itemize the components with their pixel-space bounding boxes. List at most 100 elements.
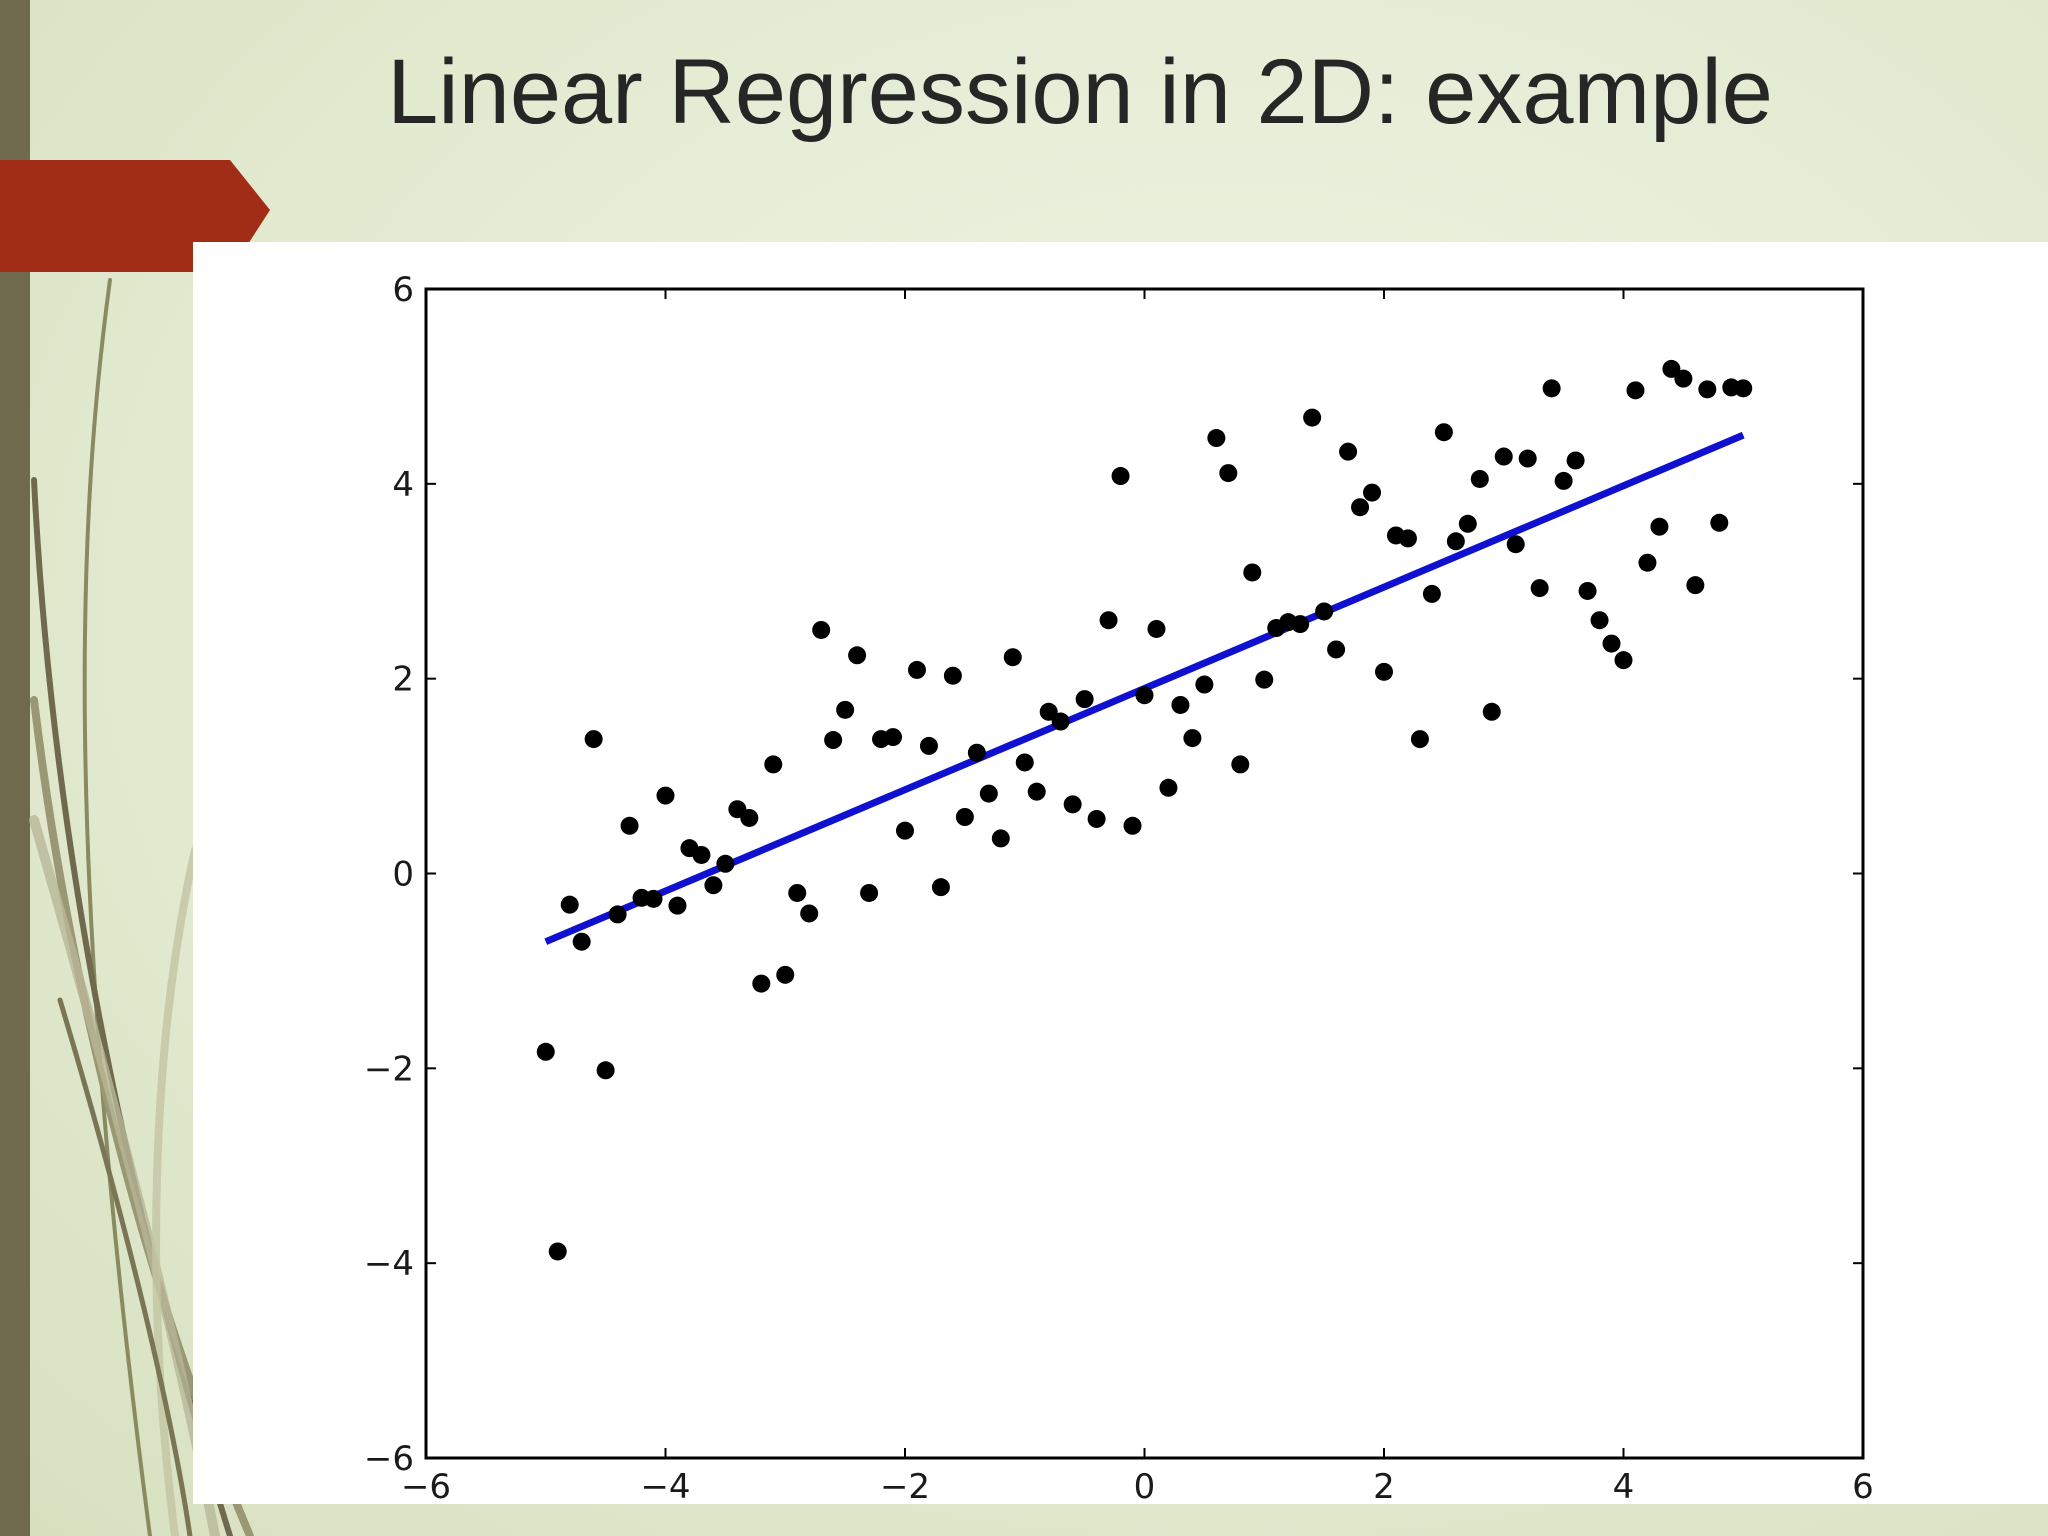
- data-point: [1303, 408, 1322, 427]
- data-point: [860, 883, 879, 902]
- data-point: [884, 728, 903, 747]
- data-point: [764, 755, 783, 774]
- data-point: [848, 646, 867, 665]
- data-point: [1039, 702, 1058, 721]
- data-point: [1195, 675, 1214, 694]
- data-point: [1351, 498, 1370, 517]
- data-point: [740, 808, 759, 827]
- data-point: [788, 883, 807, 902]
- data-point: [1554, 471, 1573, 490]
- x-tick-label: 4: [1613, 1467, 1635, 1504]
- data-point: [668, 896, 687, 915]
- data-point: [644, 889, 663, 908]
- data-point: [1710, 513, 1729, 532]
- data-point: [1482, 702, 1501, 721]
- data-point: [1375, 662, 1393, 681]
- data-point: [1422, 584, 1441, 603]
- data-point: [1135, 686, 1154, 705]
- data-point: [776, 965, 795, 984]
- slide-title: Linear Regression in 2D: example: [387, 41, 1773, 143]
- x-tick-label: −2: [880, 1467, 930, 1504]
- data-point: [1219, 464, 1238, 483]
- data-point: [1159, 778, 1178, 797]
- data-point: [1231, 755, 1250, 774]
- data-point: [1291, 615, 1310, 634]
- data-point: [1626, 381, 1645, 400]
- y-tick-label: −4: [364, 1244, 414, 1284]
- y-tick-label: 0: [392, 855, 414, 895]
- x-tick-label: 2: [1373, 1467, 1395, 1504]
- x-tick-label: −4: [640, 1467, 690, 1504]
- data-point: [1674, 369, 1693, 388]
- data-point: [1075, 690, 1094, 709]
- data-point: [1530, 579, 1549, 598]
- data-point: [560, 895, 579, 914]
- data-point: [1255, 670, 1274, 689]
- data-point: [1638, 553, 1657, 572]
- data-point: [1015, 753, 1034, 772]
- data-point: [1027, 782, 1046, 801]
- data-point: [1602, 634, 1621, 653]
- data-point: [1506, 535, 1525, 554]
- data-point: [1327, 640, 1346, 659]
- data-point: [716, 854, 735, 873]
- data-point: [1566, 451, 1585, 470]
- data-point: [919, 736, 938, 755]
- y-tick-label: 6: [392, 270, 414, 310]
- data-point: [1111, 467, 1130, 486]
- data-point: [1458, 514, 1477, 533]
- chart-panel: −6 −4 −2 0 2 4 6 −6 −4 −2 0 2 4 6: [193, 242, 2048, 1504]
- data-point: [752, 974, 771, 993]
- data-point: [620, 816, 639, 835]
- data-point: [907, 660, 926, 679]
- data-point: [1518, 449, 1537, 468]
- x-tick-label: 0: [1134, 1467, 1156, 1504]
- data-point: [1470, 469, 1489, 488]
- x-tick-label: 6: [1852, 1467, 1874, 1504]
- data-point: [1614, 651, 1633, 670]
- data-point: [1446, 532, 1465, 551]
- data-point: [1542, 379, 1561, 398]
- y-tick-label: −6: [364, 1439, 414, 1479]
- x-tick-label: −6: [401, 1467, 451, 1504]
- data-point: [1590, 611, 1609, 630]
- data-point: [1147, 619, 1166, 638]
- data-points: [536, 359, 1753, 1261]
- data-point: [824, 731, 843, 750]
- data-point: [979, 784, 998, 803]
- data-point: [1171, 695, 1190, 714]
- data-point: [596, 1061, 615, 1080]
- data-point: [967, 743, 986, 762]
- data-point: [608, 905, 627, 924]
- data-point: [896, 821, 914, 840]
- data-point: [1734, 379, 1753, 398]
- data-point: [800, 904, 819, 923]
- data-point: [1063, 795, 1082, 814]
- data-point: [1662, 359, 1681, 378]
- y-tick-label: 4: [392, 465, 414, 505]
- data-point: [1578, 581, 1597, 600]
- data-point: [1099, 611, 1118, 630]
- data-point: [943, 666, 962, 685]
- data-point: [704, 876, 723, 895]
- data-point: [1398, 529, 1417, 548]
- data-point: [1207, 429, 1226, 448]
- data-point: [584, 730, 603, 749]
- data-point: [548, 1242, 567, 1261]
- data-point: [692, 845, 711, 864]
- data-point: [536, 1042, 555, 1061]
- data-point: [955, 807, 974, 826]
- data-point: [931, 878, 950, 897]
- data-point: [1243, 563, 1262, 582]
- data-point: [1410, 730, 1429, 749]
- data-point: [1087, 809, 1106, 828]
- data-point: [1003, 648, 1022, 667]
- axis-ticks: [425, 288, 1864, 1459]
- data-point: [1363, 483, 1382, 502]
- tick-labels: −6 −4 −2 0 2 4 6 −6 −4 −2 0 2 4 6: [364, 270, 1874, 1504]
- data-point: [1183, 729, 1202, 748]
- data-point: [1494, 447, 1513, 466]
- data-point: [572, 932, 591, 951]
- plot-frame: [424, 287, 1865, 1460]
- data-point: [1339, 442, 1358, 461]
